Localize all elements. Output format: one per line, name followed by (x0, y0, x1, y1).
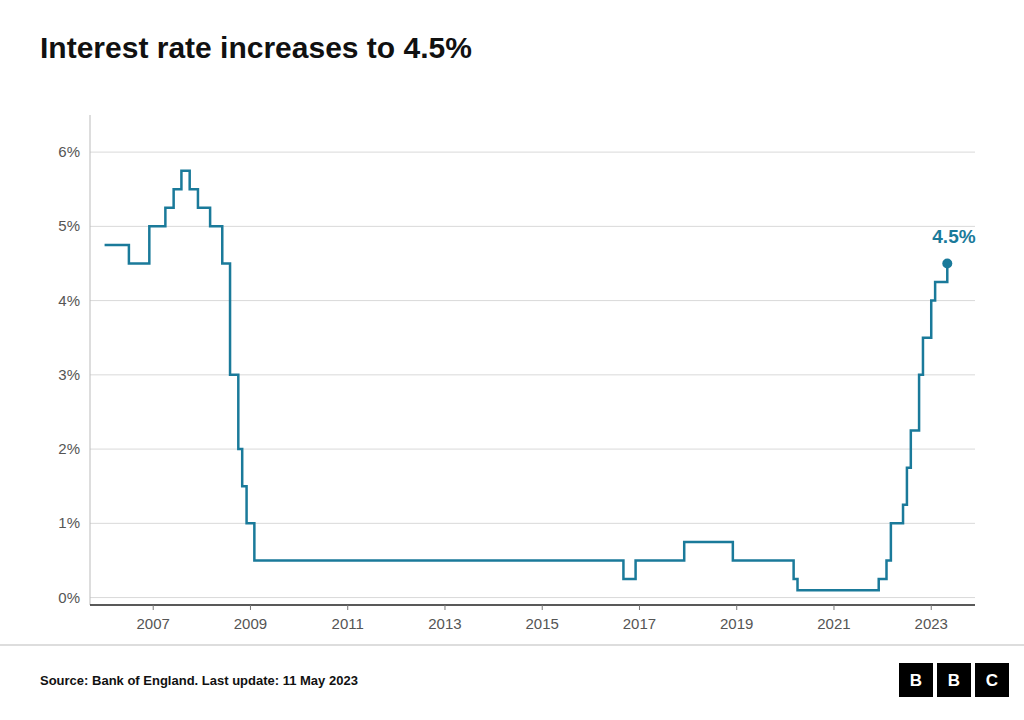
logo-letter: B (948, 671, 960, 690)
annotation: 4.5% (932, 226, 975, 247)
y-grid (90, 152, 975, 597)
grid-line (90, 597, 975, 598)
grid-line (90, 523, 975, 524)
logo-letter: B (910, 671, 922, 690)
footer-separator (0, 645, 1024, 646)
data-group (105, 171, 953, 590)
logo-box (975, 663, 1009, 697)
grid-line (90, 374, 975, 375)
x-tick (444, 605, 445, 610)
step-line (105, 171, 948, 590)
x-tick-label: 2013 (428, 615, 461, 632)
x-tick (639, 605, 640, 610)
grid-line (90, 152, 975, 153)
x-tick (250, 605, 251, 610)
logo-box (937, 663, 971, 697)
x-tick-label: 2015 (526, 615, 559, 632)
x-tick-label: 2019 (720, 615, 753, 632)
x-tick (833, 605, 834, 610)
y-tick-label: 5% (58, 217, 80, 234)
x-tick-label: 2023 (915, 615, 948, 632)
x-tick (542, 605, 543, 610)
x-tick-label: 2011 (332, 615, 364, 632)
x-tick-label: 2009 (234, 615, 267, 632)
x-tick-label: 2007 (137, 615, 170, 632)
grid-line (90, 449, 975, 450)
x-tick (931, 605, 932, 610)
title: Interest rate increases to 4.5% (40, 31, 472, 64)
logo-box (899, 663, 933, 697)
logo-letter: C (986, 671, 998, 690)
y-tick-label: 4% (58, 292, 80, 309)
x-tick-label: 2021 (817, 615, 850, 632)
endpoint (942, 258, 952, 268)
y-tick-label: 2% (58, 440, 80, 457)
x-tick (153, 605, 154, 610)
y-tick-label: 1% (58, 514, 80, 531)
grid-line (90, 300, 975, 301)
x-tick (347, 605, 348, 610)
y-tick-label: 3% (58, 366, 80, 383)
y-axis-line (90, 115, 91, 605)
x-axis-line (90, 604, 975, 606)
y-tick-label: 0% (58, 589, 80, 606)
source: Source: Bank of England. Last update: 11… (40, 673, 358, 688)
chart: Interest rate increases to 4.5% 0% 1% 2% 3% 4… (0, 0, 1024, 720)
y-tick-label: 6% (58, 143, 80, 160)
x-tick (736, 605, 737, 610)
background (0, 0, 1024, 720)
x-tick-label: 2017 (623, 615, 656, 632)
